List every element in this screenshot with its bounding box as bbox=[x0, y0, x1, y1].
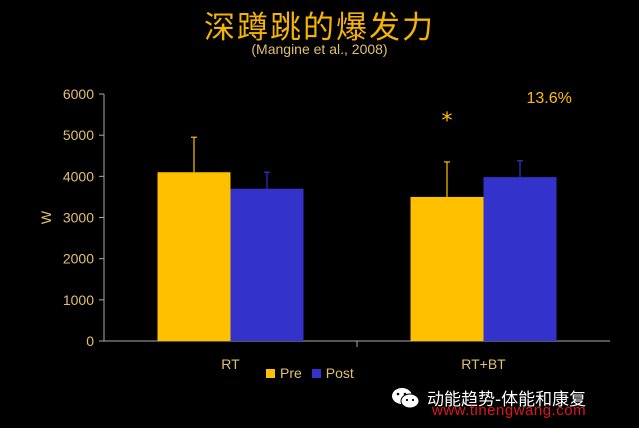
labels: 0 1000 2000 3000 4000 5000 6000 W RT RT+BT * 13.6% bbox=[38, 86, 572, 372]
y-tick-label: 5000 bbox=[63, 127, 94, 143]
error-bars bbox=[191, 136, 523, 197]
y-tick-label: 0 bbox=[86, 333, 94, 349]
legend-item-post: Post bbox=[311, 365, 354, 381]
page-title: 深蹲跳的爆发力 bbox=[204, 10, 435, 46]
y-tick-label: 3000 bbox=[63, 210, 94, 226]
watermark-url: www.tinengwang.com bbox=[432, 402, 587, 419]
legend-label-pre: Pre bbox=[280, 365, 302, 381]
y-tick-label: 4000 bbox=[63, 168, 94, 184]
bar-post-rt+bt bbox=[483, 177, 557, 341]
legend-swatch-post bbox=[311, 368, 321, 378]
y-tick-label: 1000 bbox=[63, 292, 94, 308]
legend-swatch-pre bbox=[266, 368, 275, 378]
y-axis-label: W bbox=[38, 210, 54, 224]
y-tick-label: 2000 bbox=[63, 251, 94, 267]
bar-post-rt bbox=[230, 188, 304, 341]
citation: (Mangine et al., 2008) bbox=[251, 41, 388, 57]
x-tick-label: RT+BT bbox=[461, 356, 506, 372]
bar-pre-rt+bt bbox=[410, 196, 484, 341]
x-tick-label: RT bbox=[221, 356, 240, 372]
legend-item-pre: Pre bbox=[266, 365, 302, 381]
significance-marker: * bbox=[442, 109, 453, 134]
legend: Pre Post bbox=[266, 365, 364, 381]
watermark: 动能趋势-体能和康复 bbox=[391, 385, 586, 410]
bars bbox=[157, 172, 557, 341]
percent-change-label: 13.6% bbox=[527, 90, 572, 107]
y-tick-label: 6000 bbox=[63, 86, 94, 102]
wechat-icon bbox=[392, 387, 420, 408]
watermark-text: 动能趋势-体能和康复 bbox=[427, 390, 587, 410]
legend-label-post: Post bbox=[325, 365, 354, 381]
bar-pre-rt bbox=[157, 172, 231, 341]
